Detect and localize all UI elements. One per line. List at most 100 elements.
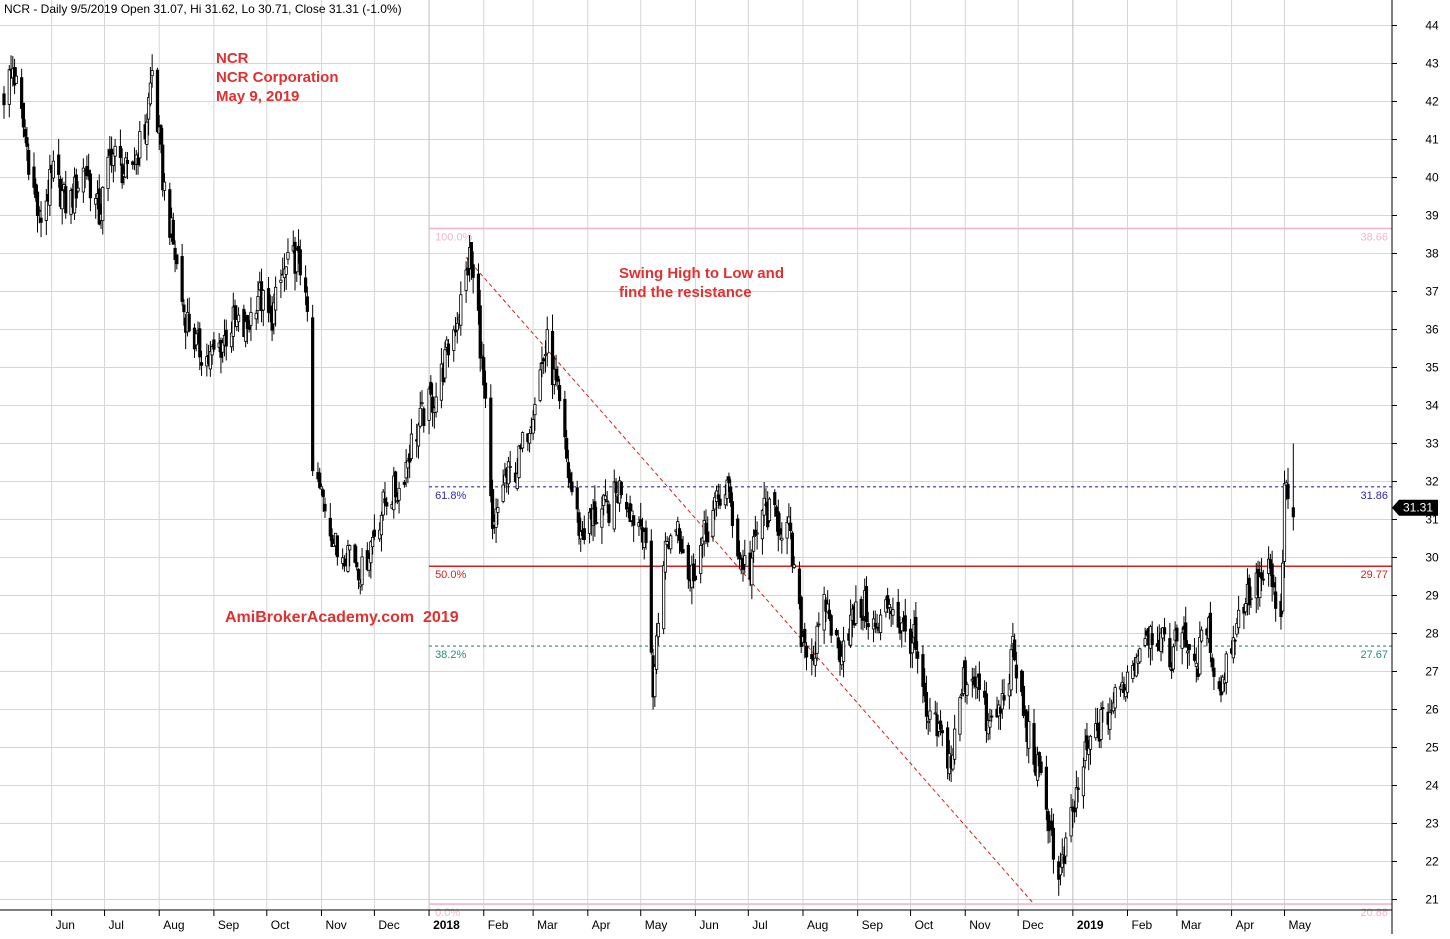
y-tick-label: 32 xyxy=(1425,475,1439,489)
candle-body xyxy=(35,191,40,217)
candle-body xyxy=(577,512,581,536)
candle-body xyxy=(760,510,765,540)
candle-body xyxy=(704,522,708,535)
candle-body xyxy=(76,187,80,192)
candle-body xyxy=(1286,484,1290,500)
candle-body xyxy=(1081,766,1086,797)
candle-body xyxy=(34,183,38,198)
candle-body xyxy=(1013,639,1017,661)
candle-body xyxy=(235,319,239,327)
y-tick-label: 28 xyxy=(1425,627,1439,641)
candle-body xyxy=(20,77,24,109)
candle-body xyxy=(101,186,105,222)
candle-body xyxy=(279,279,283,283)
chart-header: NCR - Daily 9/5/2019 Open 31.07, Hi 31.6… xyxy=(4,2,402,16)
candle-body xyxy=(1076,787,1080,790)
x-tick-label: Sep xyxy=(218,918,240,932)
candle-body xyxy=(557,385,562,402)
candle-body xyxy=(829,615,833,636)
candle-body xyxy=(1134,657,1138,677)
candle-body xyxy=(298,249,302,276)
candle-body xyxy=(751,536,756,552)
candle-body xyxy=(1014,664,1018,679)
candle-body xyxy=(663,540,668,573)
candle-body xyxy=(1180,632,1184,649)
candle-body xyxy=(921,654,925,687)
candle-body xyxy=(1159,632,1163,652)
fib-value-label: 27.67 xyxy=(1360,649,1388,661)
candle-body xyxy=(1185,650,1190,654)
candle-body xyxy=(1051,827,1056,860)
candle-body xyxy=(138,131,142,159)
candle-body xyxy=(531,419,535,434)
candle-body xyxy=(113,145,117,157)
candle-body xyxy=(528,433,532,444)
candle-body xyxy=(353,544,357,563)
candle-body xyxy=(1235,623,1239,635)
candle-body xyxy=(838,641,842,663)
candle-body xyxy=(1083,741,1087,761)
candle-body xyxy=(1131,665,1135,680)
candle-body xyxy=(305,296,309,312)
candle-body xyxy=(1221,676,1225,693)
candle-body xyxy=(348,545,352,551)
candle-body xyxy=(136,157,140,166)
candle-body xyxy=(48,168,52,206)
candle-body xyxy=(817,623,821,626)
candle-body xyxy=(87,169,91,177)
candle-body xyxy=(565,437,569,459)
candle-body xyxy=(614,481,618,493)
candle-body xyxy=(612,481,616,530)
candle-body xyxy=(1125,671,1130,693)
candle-body xyxy=(900,622,904,632)
y-tick-label: 30 xyxy=(1425,551,1439,565)
last-price-tag-bg xyxy=(1392,499,1438,516)
candle-body xyxy=(854,601,858,624)
candle-body xyxy=(706,531,710,543)
candle-body xyxy=(418,407,422,427)
candle-body xyxy=(296,245,301,252)
swing-annotation-line2: find the resistance xyxy=(619,284,752,301)
candle-body xyxy=(381,491,385,516)
x-tick-label: 2018 xyxy=(433,918,460,932)
candle-body xyxy=(1113,687,1117,709)
candle-body xyxy=(773,492,777,506)
candle-body xyxy=(416,424,421,447)
candle-body xyxy=(1244,603,1248,613)
candle-body xyxy=(602,494,606,506)
candle-body xyxy=(595,522,599,524)
candle-body xyxy=(984,693,989,732)
candle-body xyxy=(1291,507,1295,518)
candle-body xyxy=(175,254,179,265)
candle-body xyxy=(39,217,43,223)
candle-body xyxy=(1027,721,1031,749)
candle-body xyxy=(1138,648,1142,663)
last-price-label: 31.31 xyxy=(1403,501,1433,515)
grid-layer xyxy=(0,0,1392,910)
candle-body xyxy=(379,514,384,536)
candle-body xyxy=(371,536,375,548)
candle-body xyxy=(199,362,204,366)
x-tick-label: Dec xyxy=(378,918,399,932)
candle-body xyxy=(849,614,853,646)
candle-body xyxy=(1074,787,1078,809)
y-tick-label: 39 xyxy=(1425,209,1439,223)
candle-body xyxy=(284,266,288,275)
candle-body xyxy=(106,156,110,189)
candle-body xyxy=(813,657,817,666)
candle-body xyxy=(404,462,408,479)
candle-body xyxy=(568,472,572,483)
candle-body xyxy=(1247,577,1251,606)
candle-body xyxy=(256,296,260,311)
y-tick-label: 43 xyxy=(1425,57,1439,71)
candle-body xyxy=(97,188,101,225)
x-tick-label: Aug xyxy=(807,918,828,932)
x-tick-label: Jul xyxy=(752,918,767,932)
candle-body xyxy=(111,153,115,166)
candle-body xyxy=(815,625,819,654)
candle-body xyxy=(730,501,735,526)
candle-body xyxy=(924,691,929,717)
candle-body xyxy=(443,349,447,379)
candle-body xyxy=(1162,627,1167,635)
